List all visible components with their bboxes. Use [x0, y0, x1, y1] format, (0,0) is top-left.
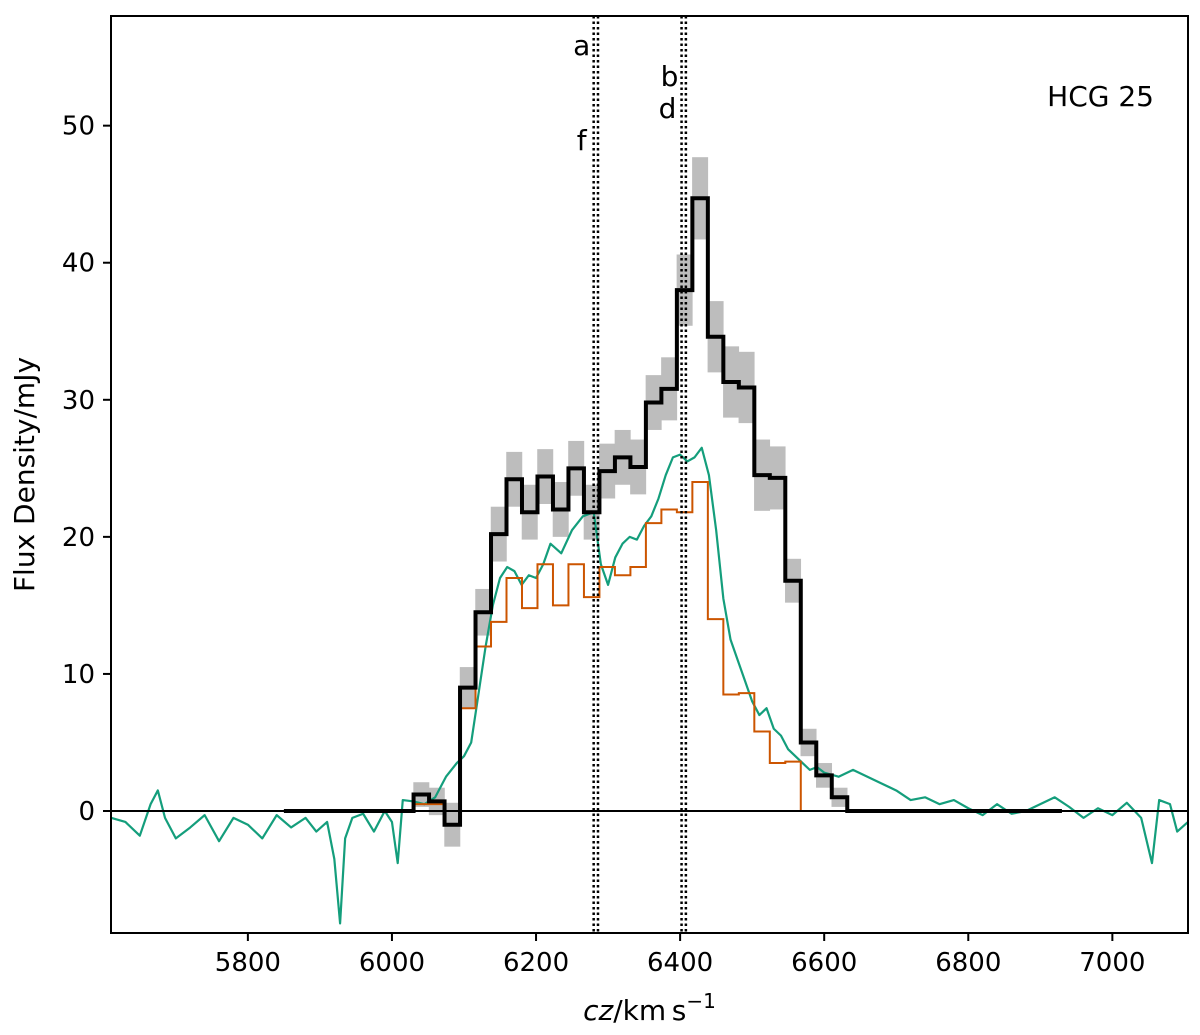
y-tick-label: 40 [62, 249, 95, 279]
x-tick-label: 6600 [791, 948, 857, 978]
velocity-marker-label: d [659, 92, 677, 125]
x-tick-label: 7000 [1079, 948, 1145, 978]
velocity-marker-label: a [573, 29, 590, 62]
velocity-marker-label: f [577, 124, 588, 157]
x-ticks: 5800 6000 6200 6400 6600 6800 7000 [215, 933, 1145, 978]
black-spectrum-step [283, 196, 1062, 827]
y-tick-label: 30 [62, 386, 95, 416]
green-spectrum-line [110, 446, 1189, 925]
x-tick-label: 6400 [647, 948, 713, 978]
chart-annotation: HCG 25 [1047, 80, 1154, 113]
x-axis-label: cz/km s−1 [583, 989, 716, 1027]
velocity-marker-labels: a f bd [573, 29, 678, 157]
y-ticks: 0 10 20 30 40 50 [62, 112, 111, 827]
plot-frame [110, 15, 1189, 934]
velocity-markers [592, 16, 688, 933]
y-tick-label: 20 [62, 523, 95, 553]
x-tick-label: 5800 [215, 948, 281, 978]
x-tick-label: 6000 [359, 948, 425, 978]
y-tick-label: 50 [62, 112, 95, 142]
uncertainty-bands [413, 157, 848, 847]
x-tick-label: 6800 [935, 948, 1001, 978]
plot-area: 5800 6000 6200 6400 6600 6800 7000 0 10 20 30 40 50 [62, 15, 1189, 978]
x-tick-label: 6200 [503, 948, 569, 978]
y-axis-label: Flux Density/mJy [8, 357, 41, 592]
y-tick-label: 0 [78, 797, 95, 827]
data-series [110, 196, 1189, 925]
y-tick-label: 10 [62, 660, 95, 690]
velocity-marker-label: b [661, 60, 679, 93]
